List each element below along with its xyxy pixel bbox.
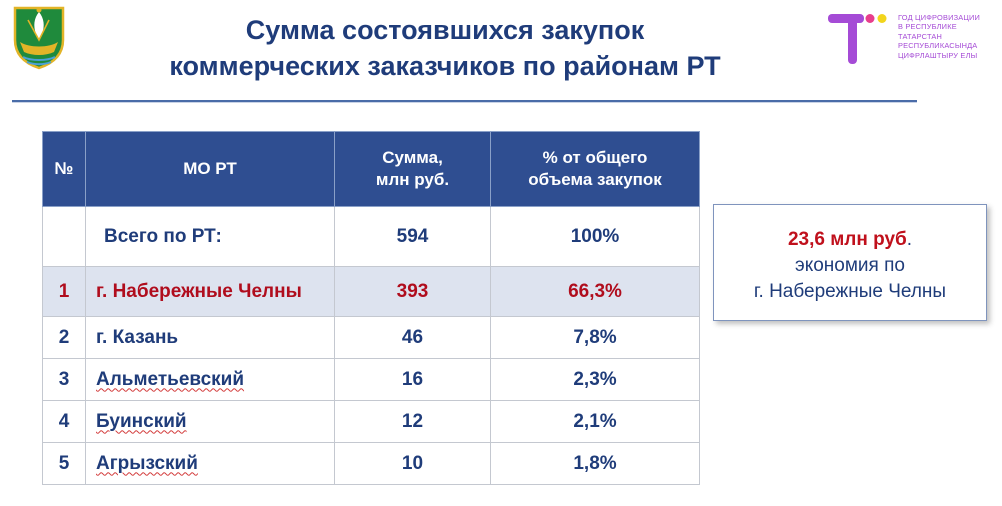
cell-pct: 66,3% bbox=[490, 266, 700, 317]
savings-amount: 23,6 млн руб bbox=[787, 229, 907, 250]
slide-title: Сумма состоявшихся закупок коммерческих … bbox=[95, 12, 795, 84]
cell-num: 3 bbox=[42, 358, 86, 401]
cell-sum: 46 bbox=[334, 316, 491, 359]
cell-name-text: Буинский bbox=[96, 410, 187, 432]
header-sum-line-1: Сумма, bbox=[382, 148, 443, 167]
cell-num: 4 bbox=[42, 400, 86, 443]
header-pct-line-1: % от общего bbox=[542, 148, 648, 167]
header-pct-line-2: объема закупок bbox=[528, 170, 662, 189]
callout-line-2: экономия по bbox=[795, 255, 905, 276]
cell-name: Агрызский bbox=[85, 442, 335, 485]
coat-of-arms-icon bbox=[13, 6, 65, 70]
brand-text: ГОД ЦИФРОВИЗАЦИИ В РЕСПУБЛИКЕ ТАТАРСТАН … bbox=[898, 13, 998, 60]
header-sum-line-2: млн руб. bbox=[375, 170, 450, 189]
cell-num: 2 bbox=[42, 316, 86, 359]
savings-amount-suffix: . bbox=[906, 229, 913, 250]
brand-line-3: ТАТАРСТАН bbox=[898, 31, 943, 41]
table-row: 2 г. Казань 46 7,8% bbox=[42, 316, 700, 359]
savings-callout: 23,6 млн руб. экономия по г. Набережные … bbox=[713, 204, 987, 321]
header-pct: % от общего объема закупок bbox=[490, 131, 700, 207]
cell-sum: 12 bbox=[334, 400, 491, 443]
cell-name-text: Агрызский bbox=[96, 452, 198, 474]
cell-sum: 393 bbox=[334, 266, 491, 317]
header-num: № bbox=[42, 131, 86, 207]
procurement-table: № МО РТ Сумма, млн руб. % от общего объе… bbox=[42, 131, 700, 485]
cell-name-text: Альметьевский bbox=[96, 368, 245, 390]
callout-line-3: г. Набережные Челны bbox=[753, 281, 947, 302]
title-line-2: коммерческих заказчиков по районам РТ bbox=[169, 51, 721, 81]
header-mo: МО РТ bbox=[85, 131, 335, 207]
header-sum: Сумма, млн руб. bbox=[334, 131, 491, 207]
cell-num bbox=[42, 206, 86, 267]
cell-pct: 7,8% bbox=[490, 316, 700, 359]
cell-pct: 1,8% bbox=[490, 442, 700, 485]
cell-pct: 100% bbox=[490, 206, 700, 267]
cell-name: Всего по РТ: bbox=[85, 206, 335, 267]
title-divider-shadow bbox=[12, 102, 917, 103]
cell-name: г. Казань bbox=[85, 316, 335, 359]
title-divider bbox=[12, 100, 917, 102]
cell-sum: 594 bbox=[334, 206, 491, 267]
cell-pct: 2,1% bbox=[490, 400, 700, 443]
title-line-1: Сумма состоявшихся закупок bbox=[245, 15, 645, 45]
table-row: 5 Агрызский 10 1,8% bbox=[42, 442, 700, 485]
callout-line-1: 23,6 млн руб. bbox=[714, 227, 986, 253]
cell-name: г. Набережные Челны bbox=[85, 266, 335, 317]
table-header-row: № МО РТ Сумма, млн руб. % от общего объе… bbox=[42, 131, 700, 207]
cell-sum: 10 bbox=[334, 442, 491, 485]
cell-num: 1 bbox=[42, 266, 86, 317]
cell-name: Буинский bbox=[85, 400, 335, 443]
table-row: 4 Буинский 12 2,1% bbox=[42, 400, 700, 443]
cell-num: 5 bbox=[42, 442, 86, 485]
brand-line-2: В РЕСПУБЛИКЕ bbox=[898, 22, 957, 32]
table-row: 3 Альметьевский 16 2,3% bbox=[42, 358, 700, 401]
brand-line-4: РЕСПУБЛИКАСЫНДА bbox=[898, 41, 978, 51]
digitalization-year-logo-icon: T bbox=[828, 14, 887, 64]
brand-line-5: ЦИФРЛАШТЫРУ ЕЛЫ bbox=[898, 50, 978, 60]
cell-pct: 2,3% bbox=[490, 358, 700, 401]
cell-sum: 16 bbox=[334, 358, 491, 401]
table-row: 1 г. Набережные Челны 393 66,3% bbox=[42, 266, 700, 317]
table-row-total: Всего по РТ: 594 100% bbox=[42, 206, 700, 267]
brand-line-1: ГОД ЦИФРОВИЗАЦИИ bbox=[898, 13, 981, 22]
cell-name: Альметьевский bbox=[85, 358, 335, 401]
